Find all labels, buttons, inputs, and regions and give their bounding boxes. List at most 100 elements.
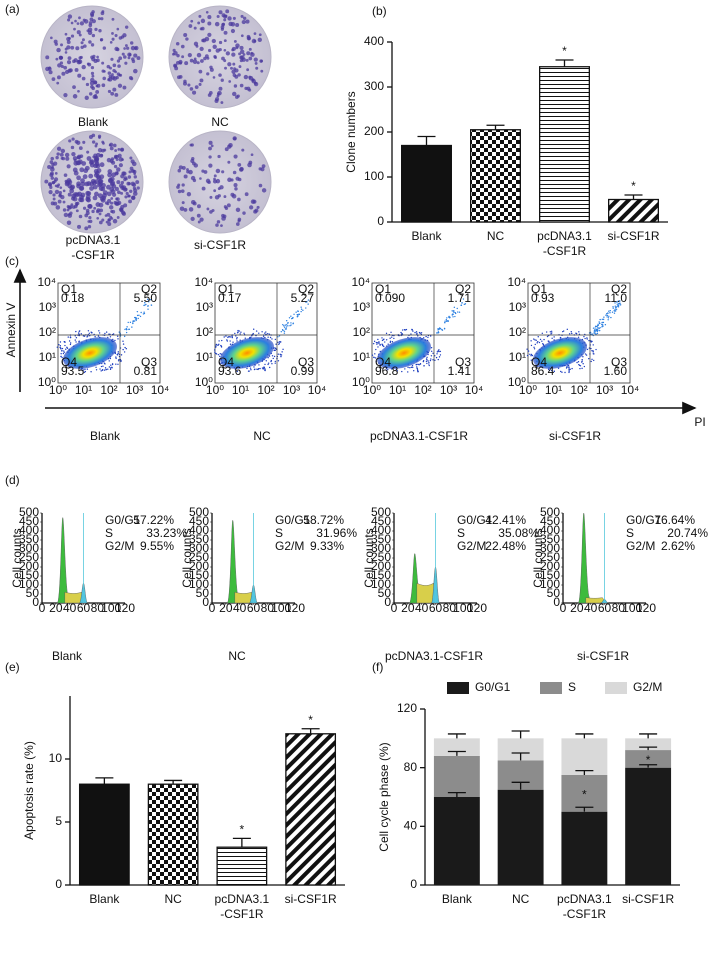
bar-segment <box>561 738 608 775</box>
event <box>271 355 274 357</box>
event <box>578 333 581 335</box>
colony <box>117 83 123 88</box>
event <box>534 339 536 341</box>
y-tick-label: 10² <box>196 325 213 339</box>
colony <box>253 39 257 43</box>
event <box>124 346 126 349</box>
colony <box>211 38 216 44</box>
event <box>462 298 465 300</box>
colony <box>82 174 88 180</box>
event <box>88 332 91 334</box>
y-tick-label: 300 <box>364 79 384 93</box>
colony <box>120 180 125 185</box>
colony <box>183 33 188 38</box>
event <box>264 332 266 334</box>
x-tick-label: 120 <box>285 601 305 615</box>
colony <box>199 78 204 83</box>
colony <box>227 16 232 21</box>
colony <box>63 212 69 218</box>
event <box>596 332 599 335</box>
x-tick-label: NC <box>164 892 182 906</box>
colony <box>198 82 202 86</box>
event <box>413 370 415 372</box>
quadrant-value: 0.090 <box>375 291 405 305</box>
colony <box>76 155 81 160</box>
event <box>107 336 109 339</box>
plot-label: si-CSF1R <box>577 649 629 663</box>
colony <box>237 162 242 167</box>
dish <box>168 130 272 234</box>
x-tick-label: 40 <box>63 601 77 615</box>
colony <box>88 92 93 96</box>
event <box>429 359 432 362</box>
x-tick-label: 100 <box>453 601 473 615</box>
colony <box>92 195 98 201</box>
event <box>571 367 573 370</box>
event <box>219 353 221 355</box>
event <box>79 330 81 332</box>
event <box>305 307 307 309</box>
event <box>597 323 599 326</box>
plot-label: Blank <box>52 649 83 663</box>
colony <box>232 91 237 97</box>
event <box>618 300 621 302</box>
colony <box>99 174 105 180</box>
event <box>83 335 86 337</box>
event <box>384 341 386 343</box>
event <box>220 346 223 348</box>
colony <box>181 165 186 170</box>
colony <box>78 214 83 219</box>
event <box>597 326 599 329</box>
colony <box>80 45 84 49</box>
event <box>213 349 216 351</box>
event <box>282 323 284 326</box>
colony <box>74 19 77 23</box>
event <box>290 322 292 324</box>
event <box>108 333 110 335</box>
colony <box>112 63 117 68</box>
colony <box>128 53 132 57</box>
colony <box>111 17 115 21</box>
event <box>60 353 62 355</box>
colony <box>81 64 86 70</box>
event <box>139 315 142 318</box>
y-tick-label: 0 <box>202 595 209 609</box>
event <box>416 369 419 372</box>
event <box>115 357 117 360</box>
colony <box>60 64 64 69</box>
legend-swatch <box>605 682 627 694</box>
event <box>526 354 529 357</box>
event <box>68 340 71 342</box>
colony <box>106 191 112 197</box>
event <box>218 362 221 364</box>
quadrant-value: 0.99 <box>291 364 315 378</box>
y-tick-label: 450 <box>371 514 391 528</box>
x-tick-label: 10³ <box>596 383 613 397</box>
colony <box>56 146 62 151</box>
colony <box>215 48 220 53</box>
event <box>278 342 281 344</box>
axis-label: Cell counts <box>362 528 376 587</box>
colony <box>115 171 119 175</box>
dish-label: si-CSF1R <box>194 238 246 252</box>
event <box>135 319 137 322</box>
y-tick-label: 0 <box>55 877 62 891</box>
event <box>537 336 539 338</box>
y-tick-label: 300 <box>371 541 391 555</box>
event <box>441 328 443 331</box>
phase-name: G0/G1 <box>457 513 493 527</box>
colony <box>207 32 212 37</box>
colony <box>220 78 224 82</box>
event <box>290 315 292 317</box>
event <box>596 329 599 331</box>
colony <box>136 186 140 190</box>
colony <box>224 14 228 18</box>
colony <box>124 187 128 191</box>
colony <box>184 61 189 66</box>
colony <box>101 218 105 222</box>
bar-segment <box>433 738 480 756</box>
event <box>553 336 555 338</box>
colony <box>218 73 222 77</box>
event <box>69 342 72 344</box>
colony <box>110 197 114 200</box>
